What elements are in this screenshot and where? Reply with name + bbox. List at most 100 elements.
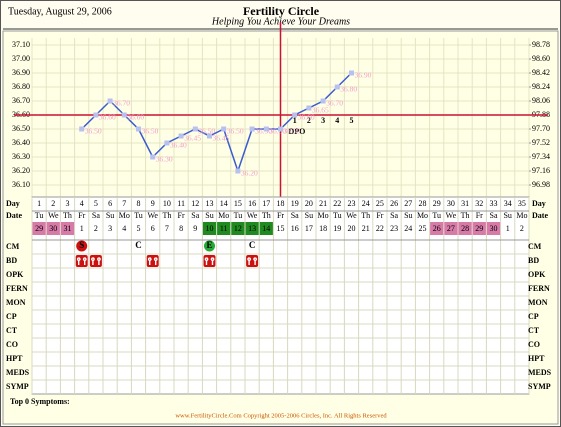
weekday: Sa [390, 211, 398, 220]
row-label: CM [528, 242, 542, 251]
weekday: Tu [35, 211, 44, 220]
row-label: BD [6, 256, 17, 265]
y-tick-label: 36.10 [12, 180, 30, 189]
day-number: 33 [490, 199, 498, 208]
day-number: 31 [461, 199, 469, 208]
temperature-label: 36.45 [213, 134, 230, 143]
header-title: Fertility Circle [243, 4, 320, 18]
day-number: 17 [262, 199, 270, 208]
temperature-label: 36.60 [99, 113, 116, 122]
symptoms-label: Top 0 Symptoms: [10, 397, 70, 406]
date-highlight [60, 222, 75, 235]
day-number: 21 [319, 199, 327, 208]
temperature-point [349, 70, 354, 76]
date-number: 27 [447, 224, 455, 233]
row-label: CT [6, 326, 18, 335]
weekday: We [446, 211, 457, 220]
date-number: 18 [319, 224, 327, 233]
temperature-point [164, 140, 170, 146]
day-number: 18 [277, 199, 285, 208]
dpo-number: 3 [321, 116, 325, 125]
y-tick-label: 36.70 [12, 96, 30, 105]
day-number: 20 [305, 199, 313, 208]
weekday: Th [461, 211, 470, 220]
temperature-label: 36.50 [198, 127, 215, 136]
temperature-label: 36.65 [312, 106, 329, 115]
temperature-point [292, 112, 298, 118]
temperature-label: 36.60 [298, 113, 315, 122]
date-number: 15 [277, 224, 285, 233]
weekday: Th [262, 211, 271, 220]
weekday: We [247, 211, 258, 220]
date-number: 21 [362, 224, 370, 233]
temperature-point [207, 133, 212, 139]
row-label: SYMP [528, 382, 551, 391]
dpo-number: 2 [307, 116, 311, 125]
temperature-label: 36.50 [284, 127, 301, 136]
temperature-label: 36.50 [255, 127, 272, 136]
weekday: Sa [490, 211, 498, 220]
date-highlight [430, 222, 444, 235]
day-number: 2 [51, 199, 55, 208]
row-label: OPK [6, 270, 24, 279]
dpo-title: DPO [289, 127, 306, 136]
bd-icon [203, 255, 216, 267]
day-number: 13 [206, 199, 214, 208]
dpo-number: 1 [293, 116, 297, 125]
y2-tick-label: 97.16 [532, 166, 550, 175]
date-number: 8 [179, 224, 183, 233]
temperature-point [235, 168, 241, 174]
date-label: Date [6, 211, 22, 220]
row-label: CP [6, 312, 17, 321]
row-label: CO [6, 340, 18, 349]
cm-badge [204, 240, 215, 252]
y2-tick-label: 97.70 [532, 124, 550, 133]
date-number: 3 [108, 224, 112, 233]
temperature-label: 36.50 [142, 127, 159, 136]
day-number: 1 [37, 199, 41, 208]
weekday: Fr [476, 211, 483, 220]
day-number: 28 [419, 199, 427, 208]
date-number: 2 [520, 224, 524, 233]
date-number: 28 [461, 224, 469, 233]
row-label: SYMP [6, 382, 29, 391]
date-number: 1 [80, 224, 84, 233]
temperature-point [107, 98, 113, 104]
weekday: Mo [318, 211, 329, 220]
date-number: 19 [333, 224, 341, 233]
date-highlight [259, 222, 273, 235]
date-highlight [202, 222, 217, 235]
weekday: We [147, 211, 158, 220]
y-tick-label: 36.80 [12, 82, 30, 91]
day-number: 16 [248, 199, 256, 208]
dpo-number: 5 [350, 116, 354, 125]
date-number: 14 [262, 224, 270, 233]
y-tick-label: 37.00 [12, 54, 30, 63]
day-number: 10 [163, 199, 171, 208]
day-number: 15 [234, 199, 242, 208]
day-label: Day [532, 199, 546, 208]
date-number: 25 [419, 224, 427, 233]
weekday: Su [305, 211, 313, 220]
date-number: 30 [49, 224, 57, 233]
date-number: 7 [165, 224, 169, 233]
cm-entry: C [135, 240, 142, 250]
day-number: 24 [362, 199, 370, 208]
date-number: 13 [248, 224, 256, 233]
temperature-point [334, 84, 340, 90]
date-highlight [486, 222, 501, 235]
day-number: 19 [291, 199, 299, 208]
day-number: 29 [433, 199, 441, 208]
y2-tick-label: 97.52 [532, 138, 550, 147]
day-number: 23 [348, 199, 356, 208]
date-number: 30 [490, 224, 498, 233]
date-highlight [32, 222, 46, 235]
day-number: 7 [122, 199, 126, 208]
bd-icon [89, 255, 102, 267]
weekday: Sa [291, 211, 299, 220]
temperature-label: 36.20 [241, 169, 258, 178]
y2-tick-label: 96.98 [532, 180, 550, 189]
row-label: CT [528, 326, 540, 335]
date-number: 5 [137, 224, 141, 233]
date-highlight [245, 222, 259, 235]
